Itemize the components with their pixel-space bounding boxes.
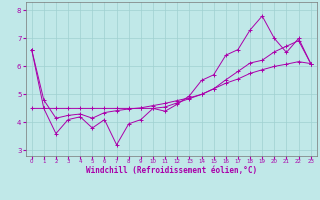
X-axis label: Windchill (Refroidissement éolien,°C): Windchill (Refroidissement éolien,°C) [86,166,257,175]
